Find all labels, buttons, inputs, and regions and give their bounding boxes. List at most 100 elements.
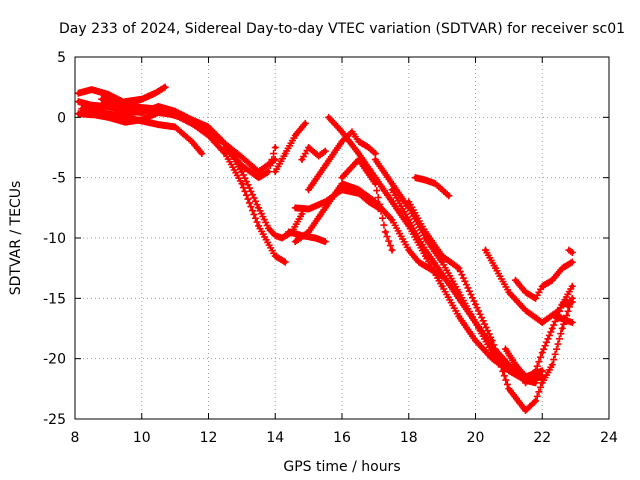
data-point <box>356 157 361 162</box>
series-sat-u <box>512 258 576 302</box>
data-point <box>483 248 488 253</box>
y-tick-label: -15 <box>43 291 66 307</box>
data-point <box>440 284 445 289</box>
data-point <box>340 181 344 186</box>
data-point <box>423 178 428 183</box>
data-point <box>540 284 545 289</box>
data-point <box>299 157 304 162</box>
point-markers <box>565 246 576 256</box>
series-sat-e <box>121 83 169 106</box>
data-point <box>299 233 304 238</box>
data-point <box>506 386 511 391</box>
data-point <box>293 239 298 244</box>
x-tick-label: 14 <box>266 430 284 446</box>
data-point <box>239 169 244 174</box>
y-tick-label: 5 <box>57 50 66 66</box>
data-point <box>266 226 271 231</box>
data-point <box>313 236 318 240</box>
data-point <box>513 362 518 367</box>
data-point <box>533 398 538 403</box>
data-point <box>566 248 571 253</box>
data-point <box>189 121 194 126</box>
data-point <box>560 326 565 331</box>
series-sat-n <box>285 228 329 246</box>
x-axis-label: GPS time / hours <box>283 459 400 475</box>
data-point <box>423 229 428 234</box>
data-point <box>406 248 411 253</box>
y-tick-label: 0 <box>57 110 66 126</box>
data-point <box>540 350 545 355</box>
data-point <box>306 145 311 150</box>
data-point <box>406 217 411 222</box>
data-point <box>426 266 431 271</box>
data-point <box>356 187 361 192</box>
data-point <box>286 229 291 234</box>
data-point <box>513 278 518 283</box>
x-tick-label: 12 <box>200 430 218 446</box>
data-point <box>149 108 154 113</box>
data-point <box>340 175 344 180</box>
data-point <box>299 211 304 216</box>
data-point <box>99 97 104 102</box>
data-point <box>123 115 128 120</box>
data-point <box>440 187 445 192</box>
data-point <box>356 151 361 156</box>
data-point <box>473 302 478 307</box>
data-point <box>570 250 575 255</box>
series-sat-x <box>552 312 576 326</box>
y-tick-label: -5 <box>52 171 66 187</box>
data-point <box>533 296 538 301</box>
data-point <box>139 118 144 123</box>
y-tick-label: -10 <box>43 231 66 247</box>
series-sat-g <box>221 144 279 182</box>
data-point <box>106 111 111 116</box>
point-markers <box>405 198 576 415</box>
data-point <box>76 91 81 96</box>
data-point <box>473 338 478 343</box>
y-axis-label: SDTVAR / TECUs <box>8 181 24 296</box>
x-tick-label: 22 <box>533 430 551 446</box>
data-point <box>76 99 81 104</box>
data-point <box>273 145 278 150</box>
data-point <box>550 326 555 331</box>
point-markers <box>121 83 169 106</box>
chart-title: Day 233 of 2024, Sidereal Day-to-day VTE… <box>59 21 625 37</box>
series-sat-j <box>298 144 329 164</box>
data-point <box>256 205 261 210</box>
data-point <box>273 169 278 174</box>
data-point <box>139 97 144 102</box>
data-point <box>506 368 511 373</box>
series-sat-o <box>338 156 396 254</box>
data-point <box>406 199 411 204</box>
data-point <box>490 338 495 343</box>
data-point <box>416 260 421 265</box>
data-point <box>156 122 161 127</box>
data-point <box>456 314 461 319</box>
data-point <box>223 145 228 150</box>
data-point <box>390 199 395 204</box>
data-point <box>423 248 428 253</box>
data-point <box>560 266 565 271</box>
data-point <box>173 124 178 129</box>
data-point <box>199 151 204 156</box>
data-point <box>256 223 261 228</box>
x-tick-label: 8 <box>71 430 80 446</box>
data-point <box>506 362 511 367</box>
data-point <box>283 260 288 265</box>
data-point <box>523 380 528 385</box>
data-point <box>540 368 545 373</box>
data-point <box>93 109 98 114</box>
data-point <box>563 318 568 323</box>
series-sat-f <box>98 95 186 121</box>
x-tick-label: 16 <box>333 430 351 446</box>
point-markers <box>411 174 453 200</box>
x-tick-label: 24 <box>600 430 618 446</box>
data-point <box>340 129 344 134</box>
series-sat-y <box>565 246 576 256</box>
grid <box>75 57 609 419</box>
point-markers <box>338 156 396 254</box>
data-point <box>493 266 498 271</box>
data-point <box>323 205 328 210</box>
data-point <box>340 139 344 144</box>
